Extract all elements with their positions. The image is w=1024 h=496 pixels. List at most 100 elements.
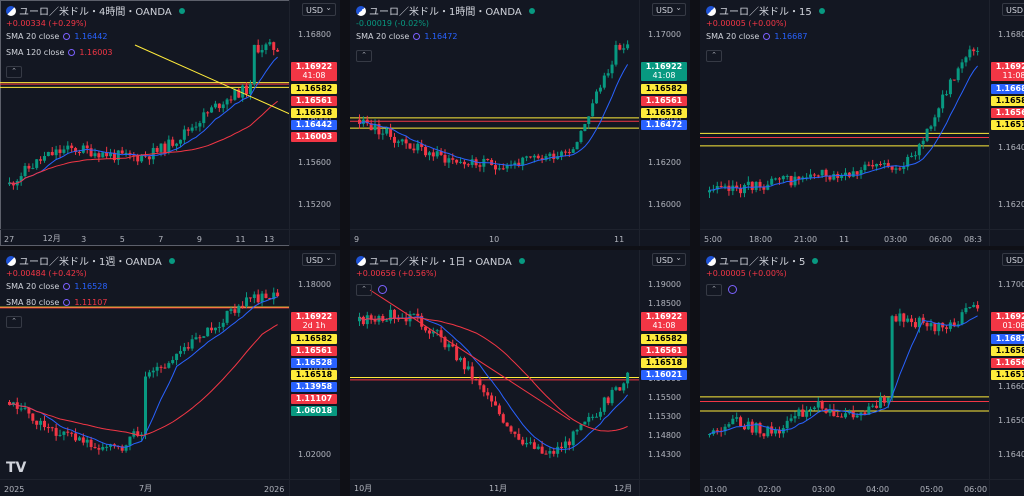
candle-body [754,181,758,190]
countdown-label: 41:08 [652,321,676,330]
indicator-settings-icon[interactable] [68,49,76,56]
candle-body [443,337,447,348]
candle-body [167,363,171,368]
currency-select[interactable]: USD [1002,253,1024,266]
price-axis[interactable]: USD1.168001.164001.160001.156001.152001.… [289,0,340,230]
chart-panel-p1[interactable]: ユーロ／米ドル・4時間・OANDA +0.00334 (+0.29%) SMA 20… [0,0,340,246]
sma-legend[interactable]: SMA 120 close 1.16003 [6,48,113,57]
candle-body [420,315,424,327]
legend-collapse-button[interactable]: ⌃ [356,50,372,62]
indicator-settings-icon[interactable] [378,285,387,294]
legend-collapse-button[interactable]: ⌃ [356,284,372,296]
symbol-title[interactable]: ユーロ／米ドル・5 [706,253,819,268]
candle-body [505,165,509,169]
candlestick-chart[interactable] [0,0,290,230]
chart-panel-p4[interactable]: ユーロ／米ドル・1週・OANDA +0.00484 (+0.42%) SMA 20 … [0,250,340,496]
sma-legend[interactable]: SMA 20 close 1.16687 [706,32,807,41]
candlestick-chart[interactable] [350,0,640,230]
candlestick-chart[interactable] [350,250,640,480]
symbol-title-text: ユーロ／米ドル・15 [719,7,812,18]
symbol-title[interactable]: ユーロ／米ドル・1日・OANDA [356,253,525,268]
candle-body [373,124,377,131]
indicator-settings-icon[interactable] [63,299,71,306]
chart-panel-p6[interactable]: ユーロ／米ドル・5+0.00005 (+0.00%) ⌃ USD 1.17000 1.1… [700,250,1024,496]
candle-body [525,156,529,158]
chart-panel-p3[interactable]: ユーロ／米ドル・15 +0.00005 (+0.00%) SMA 20 close 1… [700,0,1024,246]
tradingview-logo-icon[interactable]: TV [6,460,27,476]
candle-body [556,156,560,160]
candle-body [101,152,105,158]
price-tag: 1.16518 [291,370,337,380]
sma-legend[interactable]: SMA 80 close 1.11107 [6,298,107,307]
candle-body [890,166,894,170]
time-tick-label: 06:00 [964,485,988,494]
sma-value: 1.16472 [424,32,458,41]
candlestick-chart[interactable] [700,0,990,230]
candle-body [439,151,443,155]
currency-flag-icon [706,255,716,266]
symbol-title[interactable]: ユーロ／米ドル・4時間・OANDA [6,3,185,18]
candle-body [820,401,824,409]
candle-body [217,103,221,109]
indicator-settings-icon[interactable] [413,33,421,40]
legend-collapse-button[interactable]: ⌃ [6,316,22,328]
indicator-settings-icon[interactable] [728,285,737,294]
trend-line[interactable] [134,44,290,115]
time-axis[interactable]: 9 10 11 [350,229,640,246]
currency-select[interactable]: USD [652,251,686,266]
indicator-settings-icon[interactable] [763,33,771,40]
time-axis[interactable]: 01:00 02:00 03:00 04:00 05:00 06:00 [700,479,990,496]
candle-body [851,411,855,418]
candle-body [894,168,898,170]
countdown-label: 41:08 [302,71,326,80]
legend-collapse-button[interactable]: ⌃ [706,50,722,62]
price-axis[interactable]: USD1.170001.169001.167001.166001.165001.… [989,250,1024,480]
currency-select[interactable]: USD [652,1,686,16]
price-axis[interactable]: USD1.168001.166001.164001.162001.1692211… [989,0,1024,230]
price-axis[interactable]: USD1.190001.185001.180001.175001.165001.… [639,250,690,480]
symbol-title[interactable]: ユーロ／米ドル・1週・OANDA [6,253,175,268]
symbol-title[interactable]: ユーロ／米ドル・15 [706,3,825,18]
price-axis[interactable]: USD1.180001.140001.100001.060001.020001.… [289,250,340,480]
symbol-title[interactable]: ユーロ／米ドル・1時間・OANDA [356,3,535,18]
chart-panel-p5[interactable]: ユーロ／米ドル・1日・OANDA+0.00656 (+0.56%) ⌃ USD 1.1… [350,250,690,496]
time-axis[interactable]: 2025 7月 2026 [0,479,290,496]
legend-collapse-button[interactable]: ⌃ [6,66,22,78]
candle-body [497,168,501,170]
price-axis[interactable]: USD1.170001.168001.164001.162001.160001.… [639,0,690,230]
legend-collapse-button[interactable]: ⌃ [706,284,722,296]
time-axis[interactable]: 10月 11月 12月 [350,479,640,496]
time-axis[interactable]: 5:00 18:00 21:00 11 03:00 06:00 08:3 [700,229,990,246]
candle-body [66,145,70,150]
candle-body [809,409,813,411]
sma-legend[interactable]: SMA 20 close 1.16528 [6,282,107,291]
chart-panel-p2[interactable]: ユーロ／米ドル・1時間・OANDA -0.00019 (-0.02%) SMA 20… [350,0,690,246]
candle-body [552,153,556,160]
trend-line[interactable] [369,289,571,421]
candle-body [128,436,132,446]
candlestick-chart[interactable] [0,250,290,480]
candle-body [766,426,770,437]
time-axis[interactable]: 27 12月 3 5 7 9 11 13 [0,229,290,246]
candle-body [622,383,626,391]
candlestick-chart[interactable] [700,250,990,480]
sma-legend[interactable]: SMA 20 close 1.16472 [356,32,457,41]
candle-body [521,157,525,166]
price-tick-label: 1.14300 [648,450,682,459]
indicator-settings-icon[interactable] [63,283,71,290]
candle-body [101,447,105,450]
indicator-settings-icon[interactable] [63,33,71,40]
candle-body [140,155,144,162]
candle-body [81,437,85,443]
sma-legend[interactable]: SMA 20 close 1.16442 [6,32,107,41]
currency-select[interactable]: USD [302,1,336,16]
candle-body [198,337,202,339]
currency-select[interactable]: USD [1002,3,1024,16]
candle-body [828,176,832,180]
time-tick-label: 10 [489,235,500,244]
candle-body [62,431,66,435]
market-open-icon [818,7,825,14]
candle-body [785,420,789,429]
currency-select[interactable]: USD [302,251,336,266]
candle-body [39,420,43,425]
